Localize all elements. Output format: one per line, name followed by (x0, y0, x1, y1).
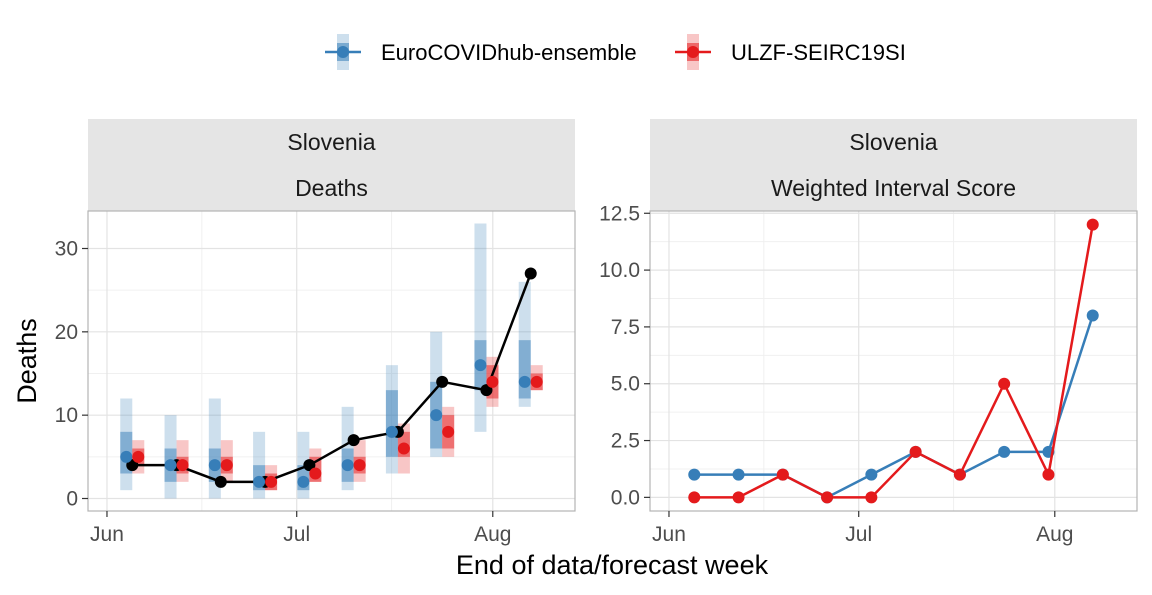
forecast-median-point (385, 425, 398, 438)
forecast-median-point (518, 375, 531, 388)
legend-item-1: ULZF-SEIRC19SI (675, 34, 906, 70)
x-tick-label: Jul (283, 523, 310, 546)
legend-key-point (337, 46, 349, 58)
y-tick-label: 0.0 (611, 486, 640, 509)
y-tick-label: 10.0 (599, 259, 640, 282)
forecast-median-point (265, 475, 278, 488)
interval-50-bar (385, 390, 398, 457)
forecast-median-point (309, 467, 322, 480)
forecast-median-point (132, 450, 145, 463)
forecast-median-point (208, 459, 221, 472)
forecast-median-point (220, 459, 233, 472)
y-tick-label: 0 (66, 488, 78, 511)
score-point (732, 491, 745, 504)
observed-point (524, 267, 537, 280)
facet-strip-label: Slovenia (849, 129, 937, 155)
x-tick-label: Jun (90, 523, 124, 546)
plot-background (650, 211, 1137, 511)
legend-label: EuroCOVIDhub-ensemble (381, 40, 637, 65)
legend-label: ULZF-SEIRC19SI (731, 40, 906, 65)
facet-strip (88, 119, 575, 165)
x-tick-label: Jun (652, 523, 686, 546)
score-point (998, 445, 1011, 458)
forecast-median-point (530, 375, 543, 388)
score-series-1 (688, 218, 1099, 504)
score-point (998, 377, 1011, 390)
observed-point (126, 459, 139, 472)
facet-strip-label: Deaths (295, 175, 368, 201)
score-point (1086, 218, 1099, 231)
score-point (909, 445, 922, 458)
interval-90-bar (474, 223, 487, 432)
interval-50-bar (518, 340, 531, 399)
panel-border (649, 210, 1138, 512)
y-tick-label: 30 (55, 238, 78, 261)
facet-strip (88, 165, 575, 211)
forecast-median-point (176, 459, 189, 472)
score-point (821, 491, 834, 504)
score-point (953, 468, 966, 481)
score-point (688, 468, 701, 481)
score-point (865, 468, 878, 481)
score-line (694, 315, 1094, 499)
forecast-median-point (341, 459, 354, 472)
panel-deaths: Slovenia Deaths 0 10 20 30 Jun Jul Aug Deaths (12, 119, 576, 546)
observed-point (214, 475, 227, 488)
y-axis-title: Deaths (12, 318, 42, 404)
facet-strip-label: Slovenia (287, 129, 375, 155)
forecast-median-point (397, 442, 410, 455)
score-point (732, 468, 745, 481)
legend-item-0: EuroCOVIDhub-ensemble (325, 34, 637, 70)
score-point (1042, 468, 1055, 481)
y-tick-label: 2.5 (611, 430, 640, 453)
facet-strip-label: Weighted Interval Score (771, 175, 1016, 201)
y-tick-label: 10 (55, 404, 78, 427)
x-axis-title: End of data/forecast week (456, 550, 769, 580)
legend-key-point (687, 46, 699, 58)
y-tick-label: 7.5 (611, 316, 640, 339)
forecast-median-point (353, 459, 366, 472)
forecast-median-point (253, 475, 266, 488)
forecast-median-point (442, 425, 455, 438)
forecast-median-point (297, 475, 310, 488)
score-point (1086, 309, 1099, 322)
score-point (865, 491, 878, 504)
y-tick-label: 12.5 (599, 202, 640, 225)
y-tick-label: 20 (55, 321, 78, 344)
forecast-median-point (486, 375, 499, 388)
score-point (688, 491, 701, 504)
forecast-median-point (474, 359, 487, 372)
x-tick-label: Jul (845, 523, 872, 546)
x-tick-label: Aug (474, 523, 511, 546)
observed-point (436, 375, 449, 388)
y-tick-label: 5.0 (611, 373, 640, 396)
facet-strip (650, 165, 1137, 211)
observed-line (132, 273, 532, 484)
facet-strip (650, 119, 1137, 165)
panel-border (87, 210, 576, 512)
observed-point (303, 459, 316, 472)
x-tick-label: Aug (1036, 523, 1073, 546)
forecast-median-point (430, 409, 443, 422)
observed-point (480, 384, 493, 397)
observed-point (347, 434, 360, 447)
score-line (694, 224, 1094, 499)
score-point (776, 468, 789, 481)
forecast-median-point (164, 459, 177, 472)
legend: EuroCOVIDhub-ensemble ULZF-SEIRC19SI (325, 34, 906, 70)
panel-weighted-interval-score: Slovenia Weighted Interval Score 0.0 2.5 5.0… (599, 119, 1138, 546)
forecast-median-point (120, 450, 133, 463)
